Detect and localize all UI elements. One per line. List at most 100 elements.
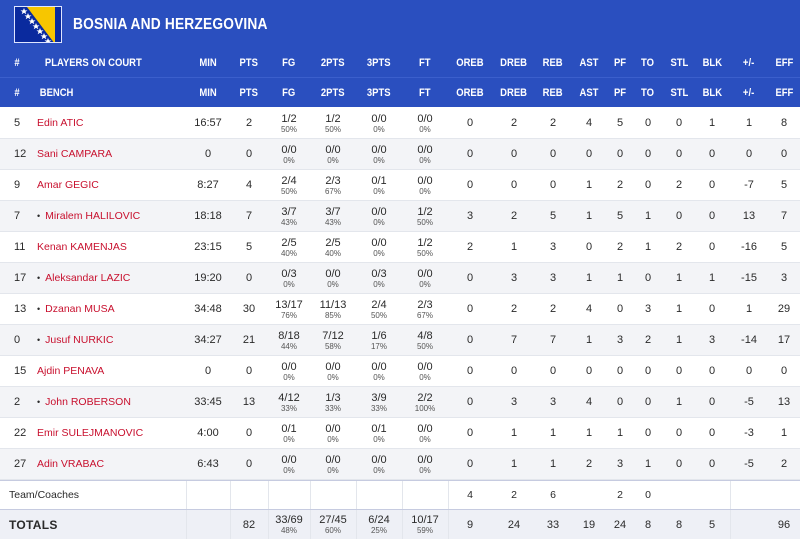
stat-pf: 5: [606, 108, 634, 138]
stat-value: 0: [549, 365, 557, 377]
h2-p2: 2PTS: [310, 78, 356, 107]
stat-min: 18:18: [186, 201, 230, 231]
stat-blk: 3: [696, 325, 728, 355]
stat-reb: 0: [534, 170, 572, 200]
stat-value: 4: [585, 303, 593, 315]
stat-value: 22: [14, 427, 27, 439]
stat-oreb: 0: [450, 418, 490, 448]
stat-value: 0: [644, 427, 652, 439]
player-name-link[interactable]: Ajdin PENAVA: [37, 365, 105, 377]
stat-value: 0: [675, 117, 683, 129]
h2-eff: EFF: [770, 78, 798, 107]
player-name-link[interactable]: Miralem HALILOVIC: [45, 210, 141, 222]
stat-value: 0/0: [325, 360, 341, 373]
stat-ft: 0/0 0%: [402, 356, 448, 386]
stat-value: 3/9: [371, 391, 387, 404]
player-name-link[interactable]: Amar GEGIC: [37, 179, 99, 191]
stat-num: 5: [14, 108, 34, 138]
team-coaches-oreb: 4: [450, 481, 490, 509]
stat-value: 1/6: [371, 329, 387, 342]
stat-num: 22: [14, 418, 34, 448]
stat-value: 1: [585, 334, 593, 346]
stat-pts: 2: [230, 108, 268, 138]
stat-value: 4: [585, 396, 593, 408]
stat-value: 0: [466, 303, 474, 315]
stat-value: 0: [616, 303, 624, 315]
stat-pts: 5: [230, 232, 268, 262]
stat-p3: 0/1 0%: [356, 418, 402, 448]
player-name-link[interactable]: John ROBERSON: [45, 396, 131, 408]
stat-value: 7: [780, 210, 788, 222]
table-row: 27 Adin VRABAC 6:43 0 0/0 0% 0/0 0% 0/0 0% 0/0 0% 0 1…: [0, 449, 800, 480]
stat-ast: 2: [572, 449, 606, 479]
stat-value: 1/2: [417, 205, 433, 218]
stat-value: 0/0: [417, 143, 433, 156]
stat-fg: 0/1 0%: [268, 418, 310, 448]
stat-oreb: 2: [450, 232, 490, 262]
stat-value: 2: [675, 241, 683, 253]
column-header-label: FG: [282, 57, 296, 69]
stat-value: 7: [510, 334, 518, 346]
player-name-link[interactable]: Edin ATIC: [37, 117, 84, 129]
stat-value: 0/0: [417, 360, 433, 373]
stat-value: 1: [616, 272, 624, 284]
stat-percentage: 17%: [370, 341, 387, 351]
totals-reb: 33: [534, 510, 572, 539]
stat-eff: 13: [770, 387, 798, 417]
player-name-cell: Sani CAMPARA: [37, 139, 187, 169]
stat-value: 5: [780, 241, 788, 253]
player-name-link[interactable]: Aleksandar LAZIC: [45, 272, 131, 284]
column-header-label: PTS: [239, 86, 259, 99]
stat-p3: 2/4 50%: [356, 294, 402, 324]
stat-blk: 1: [696, 108, 728, 138]
player-name-link[interactable]: Sani CAMPARA: [37, 148, 113, 160]
stat-value: 4:00: [197, 427, 219, 439]
stat-value: 0/0: [325, 143, 341, 156]
h1-oreb: OREB: [450, 49, 490, 77]
column-divider: [230, 510, 231, 539]
stat-num: 11: [14, 232, 34, 262]
column-header-label: TO: [641, 86, 655, 99]
stat-value: 13: [742, 210, 756, 222]
stat-dreb: 0: [494, 170, 534, 200]
stat-value: 1/2: [325, 112, 341, 125]
stat-value: 0: [585, 148, 593, 160]
stat-value: 2: [549, 117, 557, 129]
stat-value: 2/3: [417, 298, 433, 311]
stat-min: 23:15: [186, 232, 230, 262]
totals-fg: 33/69 48%: [268, 510, 310, 539]
stat-pf: 3: [606, 325, 634, 355]
h1-ft: FT: [402, 49, 448, 77]
player-name-link[interactable]: Emir SULEJMANOVIC: [37, 427, 144, 439]
stat-percentage: 59%: [416, 526, 433, 535]
stat-reb: 2: [534, 294, 572, 324]
stat-oreb: 0: [450, 294, 490, 324]
h1-reb: REB: [534, 49, 572, 77]
stat-dreb: 0: [494, 356, 534, 386]
stat-value: 1: [780, 427, 788, 439]
column-header-label: 3PTS: [367, 86, 391, 99]
totals-pm: [728, 510, 770, 539]
stat-to: 0: [634, 356, 662, 386]
player-name-link[interactable]: Dzanan MUSA: [45, 303, 115, 315]
stat-fg: 2/5 40%: [268, 232, 310, 262]
stat-blk: 0: [696, 201, 728, 231]
h2-stl: STL: [662, 78, 696, 107]
stat-value: 17: [14, 272, 27, 284]
stat-value: 82: [242, 518, 256, 531]
table-row: 7 • Miralem HALILOVIC 18:18 7 3/7 43% 3/7 43% 0/0…: [0, 201, 800, 232]
column-divider: [402, 510, 403, 539]
totals-ft: 10/17 59%: [402, 510, 448, 539]
player-name-link[interactable]: Kenan KAMENJAS: [37, 241, 127, 253]
stat-value: 0: [675, 148, 683, 160]
stat-to: 1: [634, 232, 662, 262]
player-name-link[interactable]: Adin VRABAC: [37, 458, 105, 470]
stat-value: 0: [466, 179, 474, 191]
column-divider: [230, 481, 231, 509]
column-header-label: AST: [579, 86, 599, 99]
starter-bullet-icon: •: [37, 397, 41, 407]
column-header-label: FG: [282, 86, 296, 99]
player-name-link[interactable]: Jusuf NURKIC: [45, 334, 114, 346]
stat-value: 2/5: [325, 236, 341, 249]
totals-blk: 5: [696, 510, 728, 539]
